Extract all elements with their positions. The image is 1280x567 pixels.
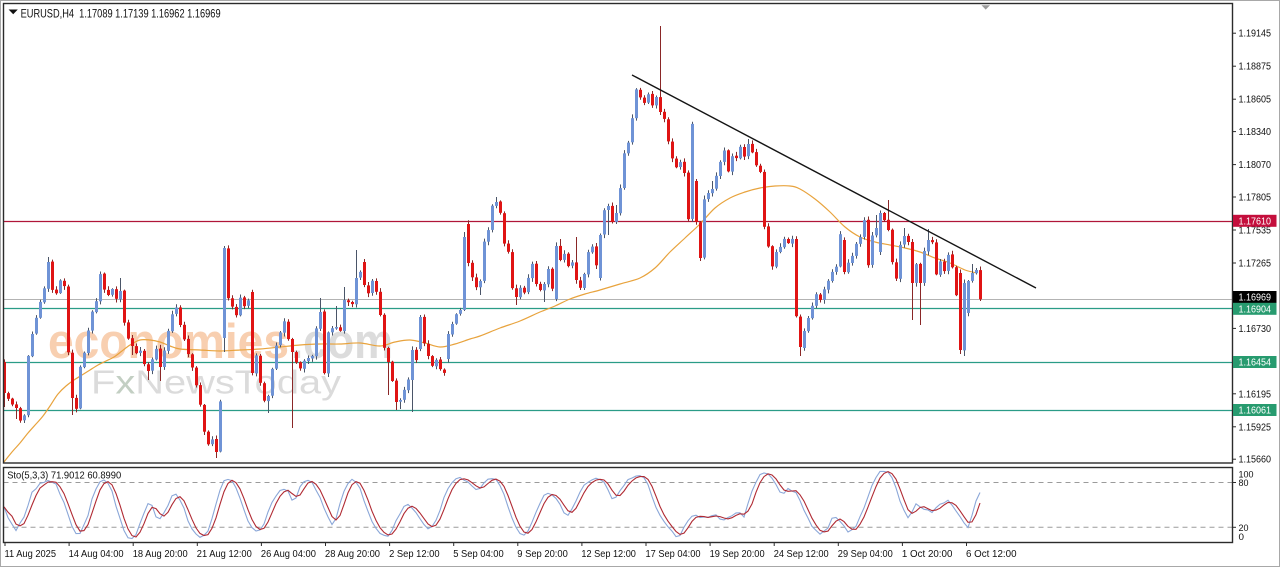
svg-text:1.19145: 1.19145: [1239, 29, 1272, 40]
svg-text:5 Sep 04:00: 5 Sep 04:00: [453, 549, 504, 560]
svg-text:9 Sep 20:00: 9 Sep 20:00: [517, 549, 568, 560]
svg-text:1.16195: 1.16195: [1239, 389, 1272, 400]
svg-text:17 Sep 04:00: 17 Sep 04:00: [646, 549, 701, 560]
svg-text:21 Aug 12:00: 21 Aug 12:00: [197, 549, 252, 560]
svg-text:26 Aug 04:00: 26 Aug 04:00: [261, 549, 316, 560]
svg-text:19 Sep 20:00: 19 Sep 20:00: [710, 549, 765, 560]
svg-text:Sto(5,3,3) 71.9012 60.8990: Sto(5,3,3) 71.9012 60.8990: [7, 469, 121, 481]
svg-text:1.16969: 1.16969: [1239, 293, 1272, 304]
svg-text:1.16061: 1.16061: [1239, 406, 1272, 417]
svg-text:1.18340: 1.18340: [1239, 127, 1272, 138]
svg-text:100: 100: [1239, 470, 1254, 481]
svg-text:1.17535: 1.17535: [1239, 226, 1272, 237]
svg-text:1.16904: 1.16904: [1239, 304, 1272, 315]
svg-text:11 Aug 2025: 11 Aug 2025: [5, 549, 57, 560]
svg-text:1.15925: 1.15925: [1239, 422, 1272, 433]
svg-text:80: 80: [1239, 478, 1249, 489]
svg-text:18 Aug 20:00: 18 Aug 20:00: [133, 549, 188, 560]
svg-text:1.18070: 1.18070: [1239, 160, 1272, 171]
svg-text:1.18605: 1.18605: [1239, 95, 1272, 106]
svg-text:29 Sep 04:00: 29 Sep 04:00: [838, 549, 893, 560]
svg-text:1.15660: 1.15660: [1239, 455, 1272, 466]
svg-text:24 Sep 12:00: 24 Sep 12:00: [774, 549, 829, 560]
svg-text:1.16730: 1.16730: [1239, 324, 1272, 335]
svg-text:6 Oct 12:00: 6 Oct 12:00: [966, 549, 1017, 560]
svg-text:.com: .com: [291, 315, 393, 369]
svg-text:1.18875: 1.18875: [1239, 62, 1272, 73]
svg-text:1.17805: 1.17805: [1239, 193, 1272, 204]
svg-text:1.16454: 1.16454: [1239, 358, 1272, 369]
svg-text:14 Aug 04:00: 14 Aug 04:00: [69, 549, 124, 560]
svg-text:1 Oct 20:00: 1 Oct 20:00: [902, 549, 953, 560]
svg-text:1.17265: 1.17265: [1239, 259, 1272, 270]
svg-text:2 Sep 12:00: 2 Sep 12:00: [389, 549, 440, 560]
svg-text:EURUSD,H4 1.17089 1.17139 1.1: EURUSD,H4 1.17089 1.17139 1.16962 1.1696…: [21, 6, 221, 20]
svg-text:20: 20: [1239, 523, 1249, 534]
svg-text:28 Aug 20:00: 28 Aug 20:00: [325, 549, 380, 560]
svg-text:1.17610: 1.17610: [1239, 216, 1272, 227]
svg-text:12 Sep 12:00: 12 Sep 12:00: [581, 549, 636, 560]
svg-text:0: 0: [1239, 532, 1245, 543]
